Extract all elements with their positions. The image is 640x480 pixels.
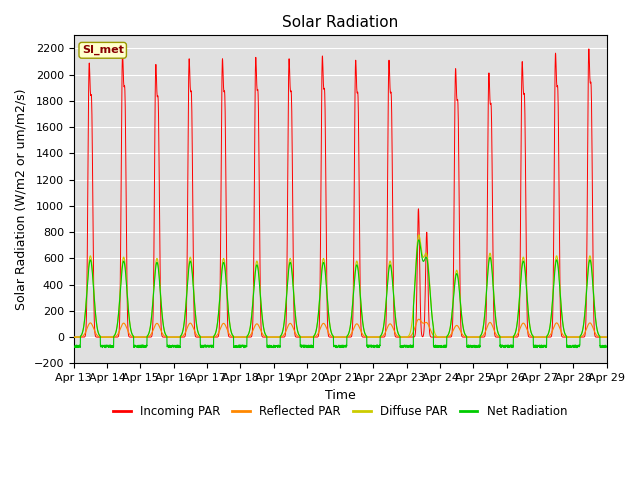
Legend: Incoming PAR, Reflected PAR, Diffuse PAR, Net Radiation: Incoming PAR, Reflected PAR, Diffuse PAR…: [108, 401, 572, 423]
Title: Solar Radiation: Solar Radiation: [282, 15, 398, 30]
X-axis label: Time: Time: [324, 389, 355, 402]
Text: SI_met: SI_met: [82, 45, 124, 56]
Y-axis label: Solar Radiation (W/m2 or um/m2/s): Solar Radiation (W/m2 or um/m2/s): [15, 89, 28, 310]
